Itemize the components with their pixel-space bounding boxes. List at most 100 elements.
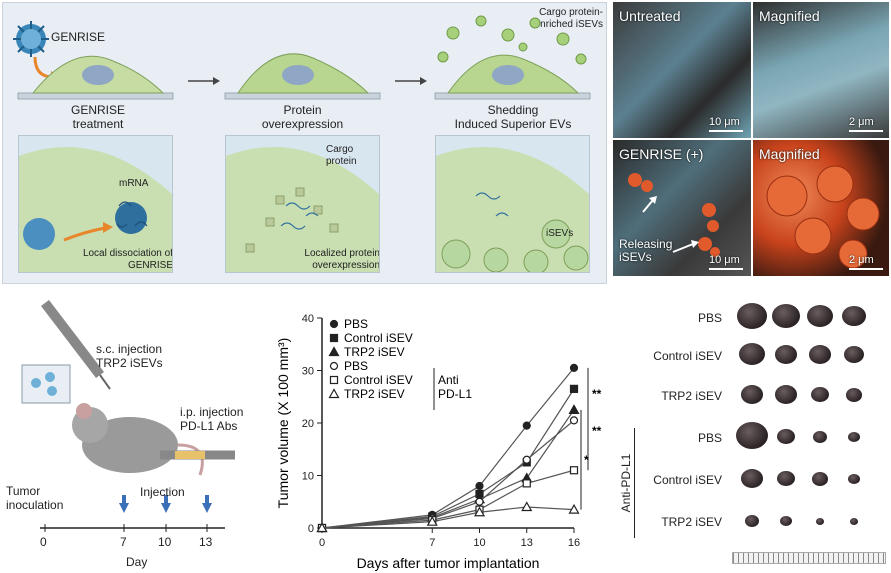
tumor-sample <box>775 385 797 404</box>
anti-pd-l1-bracket <box>634 428 635 538</box>
dissociation-caption: Local dissociation of GENRISE <box>82 248 173 271</box>
sig-label: ** <box>592 387 602 401</box>
legend-entry: TRP2 iSEV <box>344 387 405 401</box>
data-point <box>426 515 438 526</box>
series-line-4 <box>321 469 575 529</box>
data-point <box>569 416 579 425</box>
data-point <box>316 522 328 533</box>
x-tick-label: 16 <box>568 537 580 549</box>
mrna-label: mRNA <box>119 178 149 189</box>
tumor-row-label: TRP2 iSEV <box>661 389 722 403</box>
tumor-sample <box>813 431 827 443</box>
y-tick-label: 0 <box>308 523 314 535</box>
injection-label: Injection <box>140 485 185 499</box>
legend-group-label: Anti PD-L1 <box>438 373 472 401</box>
tumor-sample <box>848 474 860 485</box>
scale-label: 10 μm <box>709 254 740 266</box>
magnified-label: Magnified <box>759 146 820 162</box>
data-point <box>569 384 579 393</box>
sem-magnified-untreated: Magnified 2 μm <box>753 2 889 138</box>
step-3-title: Shedding Induced Superior EVs <box>454 103 572 131</box>
timeline-tick-10: 10 <box>158 535 172 549</box>
legend-entry: Control iSEV <box>344 331 413 345</box>
tumor-photos-panel: PBS Control iSEV TRP2 iSEV PBS Control iSEV T… <box>612 300 890 573</box>
isevs-label: iSEVs <box>546 228 574 239</box>
tumor-sample <box>777 429 795 445</box>
tumor-sample <box>809 345 831 364</box>
tumor-sample <box>736 422 768 450</box>
genrise-plus-label: GENRISE (+) <box>619 146 704 162</box>
y-tick-label: 20 <box>302 418 314 430</box>
genrise-schematic-panel: GENRISE Cargo protein- enriched iSEVs GE… <box>2 2 607 284</box>
inset-shedding: iSEVs <box>435 135 590 273</box>
tumor-sample <box>850 518 858 525</box>
anti-pd-l1-label: Anti-PD-L1 <box>619 453 633 513</box>
data-point <box>475 497 484 506</box>
syringe-icon <box>41 299 111 390</box>
legend-marker <box>328 388 340 399</box>
scale-label: 2 μm <box>849 254 874 266</box>
genrise-particle-icon <box>13 21 49 57</box>
isev-box <box>21 364 71 404</box>
tumor-sample <box>775 345 797 364</box>
tumor-row-label: PBS <box>697 431 722 445</box>
tumor-sample <box>816 518 824 525</box>
untreated-label: Untreated <box>619 8 681 24</box>
scale-bar <box>849 268 883 270</box>
sem-untreated: Untreated 10 μm <box>613 2 751 138</box>
releasing-isevs-label: Releasing iSEVs <box>619 237 673 264</box>
overexpression-caption: Localized protein overexpression <box>304 248 380 271</box>
y-axis-label: Tumor volume (X 100 mm³) <box>275 338 291 509</box>
cargo-enriched-label: Cargo protein- enriched iSEVs <box>534 7 603 30</box>
cargo-protein-label: Cargo protein <box>326 144 357 167</box>
legend-entry: Control iSEV <box>344 373 413 387</box>
data-point <box>522 455 531 464</box>
ruler <box>732 552 886 564</box>
data-point <box>568 404 580 414</box>
tumor-volume-chart: 0 10 20 30 40 0 7 10 13 16 Days after tumor implan… <box>275 313 602 571</box>
timeline-tick-13: 13 <box>199 535 213 549</box>
legend-entry: PBS <box>344 317 368 331</box>
protocol-illustration <box>21 299 235 532</box>
legend-marker <box>329 333 339 343</box>
x-tick-label: 13 <box>521 537 533 549</box>
tumor-sample <box>844 346 864 363</box>
scale-bar <box>709 130 743 132</box>
tumor-row-label: Control iSEV <box>653 473 722 487</box>
scale-bar <box>709 268 743 270</box>
scale-bar <box>849 130 883 132</box>
y-tick-label: 40 <box>302 313 314 325</box>
genrise-label: GENRISE <box>51 30 106 44</box>
data-point <box>522 479 531 488</box>
tumor-sample <box>737 303 767 329</box>
sem-magnified-genrise: Magnified 2 μm <box>753 140 889 276</box>
tumor-sample <box>739 343 765 366</box>
step-2-title: Protein overexpression <box>261 103 344 131</box>
x-tick-label: 0 <box>319 537 325 549</box>
legend-marker <box>329 361 339 371</box>
data-point <box>568 503 580 514</box>
tumor-sample <box>745 515 759 527</box>
timeline-tick-7: 7 <box>120 535 127 549</box>
legend-marker <box>328 346 340 357</box>
step-1-title: GENRISE treatment <box>70 103 125 131</box>
magnified-label: Magnified <box>759 8 820 24</box>
sig-label: * <box>584 453 589 467</box>
tumor-sample <box>812 472 828 486</box>
tumor-sample <box>811 387 829 403</box>
tumor-row-label: TRP2 iSEV <box>661 515 722 529</box>
data-point <box>521 501 533 512</box>
x-tick-label: 7 <box>429 537 435 549</box>
y-tick-label: 10 <box>302 471 314 483</box>
tumor-sample <box>846 388 862 402</box>
tumor-sample <box>777 471 795 487</box>
data-point <box>475 481 484 491</box>
tumor-sample <box>848 432 860 443</box>
day-label: Day <box>126 555 148 569</box>
ip-injection-label: i.p. injection PD-L1 Abs <box>180 405 244 433</box>
tumor-sample <box>741 469 763 488</box>
inset-dissociation: mRNA Local dissociation of GENRISE <box>18 135 173 273</box>
tumor-sample <box>780 516 792 527</box>
y-tick-label: 30 <box>302 366 314 378</box>
cell-stages-illustration <box>17 15 591 100</box>
